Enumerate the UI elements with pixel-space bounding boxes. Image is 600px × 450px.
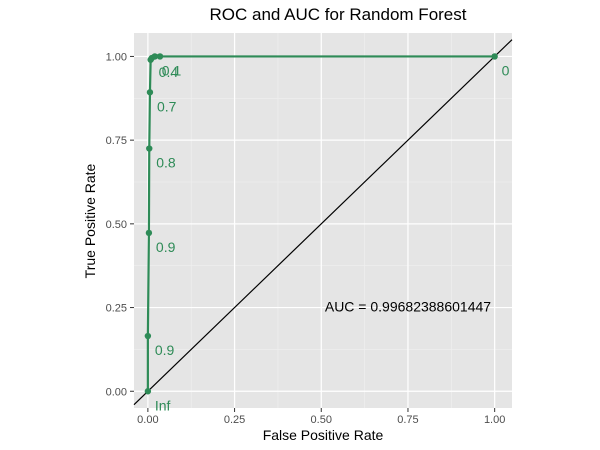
y-tick-label: 1.00 bbox=[106, 51, 127, 63]
y-tick-label: 0.75 bbox=[106, 135, 127, 147]
y-tick-label: 0.00 bbox=[106, 386, 127, 398]
x-tick-label: 0.50 bbox=[311, 414, 332, 426]
roc-point-7 bbox=[151, 53, 159, 60]
x-tick-label: 0.00 bbox=[137, 414, 158, 426]
x-tick-label: 0.25 bbox=[224, 414, 245, 426]
roc-point-2 bbox=[145, 229, 153, 237]
roc-point-0 bbox=[144, 388, 152, 395]
reference-line-layer bbox=[133, 39, 513, 406]
roc-point-8 bbox=[156, 53, 164, 60]
threshold-label-2: 0.9 bbox=[156, 239, 176, 255]
chart-title: ROC and AUC for Random Forest bbox=[210, 5, 467, 24]
threshold-label-3: 0.8 bbox=[156, 155, 176, 171]
threshold-label-5: 0.4 bbox=[159, 64, 179, 80]
roc-point-9 bbox=[491, 53, 498, 60]
threshold-labels-layer: Inf 0.9 0.9 0.8 0.7 0.40.1 0 bbox=[155, 62, 510, 413]
points-layer bbox=[144, 53, 498, 395]
auc-annotation: AUC = 0.99682388601447 bbox=[325, 298, 491, 314]
threshold-label-6: 0.1 bbox=[162, 62, 182, 78]
y-tick-label: 0.25 bbox=[106, 303, 127, 315]
threshold-label-4: 0.7 bbox=[157, 98, 177, 114]
roc-point-1 bbox=[144, 332, 152, 340]
threshold-label-7: 0 bbox=[502, 62, 510, 78]
roc-point-3 bbox=[146, 145, 153, 152]
x-tick-label: 1.00 bbox=[484, 414, 505, 426]
axis-ticks-layer: 0.00 0.25 0.50 0.75 1.00 0.00 0.25 0.50 0.75 1.00 bbox=[106, 51, 506, 426]
plot-panel bbox=[134, 33, 512, 408]
roc-point-4 bbox=[146, 89, 154, 96]
reference-diagonal-line bbox=[133, 39, 513, 406]
x-axis-label: False Positive Rate bbox=[263, 427, 384, 443]
x-tick-label: 0.75 bbox=[397, 414, 418, 426]
y-tick-label: 0.50 bbox=[106, 219, 127, 231]
y-axis-label: True Positive Rate bbox=[82, 163, 98, 278]
threshold-label-1: 0.9 bbox=[155, 342, 175, 358]
threshold-label-0: Inf bbox=[155, 397, 171, 413]
